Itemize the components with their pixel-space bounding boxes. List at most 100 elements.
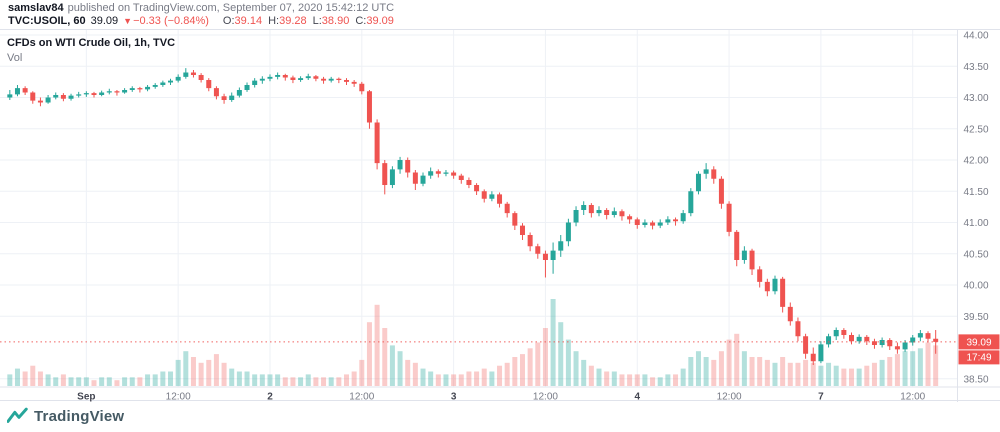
candle-body [795, 321, 801, 337]
price-axis-label: 40.50 [964, 249, 989, 260]
volume-bar [887, 357, 893, 386]
tradingview-wordmark[interactable]: TradingView [34, 407, 125, 425]
volume-bar [91, 380, 97, 386]
volume-bar [879, 359, 885, 386]
volume-bar [734, 333, 740, 386]
time-axis-label: 12:00 [900, 392, 925, 403]
candle-body [198, 75, 204, 80]
symbol-label: TVC:USOIL, 60 [8, 15, 86, 27]
volume-bar [550, 299, 556, 386]
volume-bar [841, 368, 847, 386]
candle-body [550, 250, 556, 260]
candle-body [657, 222, 663, 226]
candlestick-chart[interactable]: 44.00 43.50 43.00 42.50 42.00 41.50 41.00 40.50… [0, 30, 1000, 402]
volume-bar [627, 374, 633, 386]
volume-bar [282, 377, 288, 386]
volume-bar [221, 362, 227, 386]
candle-body [374, 122, 380, 164]
author-name: samslav84 [8, 2, 64, 14]
volume-bar [833, 365, 839, 386]
volume-bar [535, 342, 541, 386]
candle-body [229, 95, 235, 100]
candle-body [519, 225, 525, 235]
candle-body [343, 80, 349, 82]
volume-bar [749, 357, 755, 386]
candle-body [573, 210, 579, 223]
volume-bar [826, 362, 832, 386]
candle-body [45, 97, 51, 103]
candle-body [581, 205, 587, 210]
candle-body [435, 171, 441, 174]
volume-bar [366, 322, 372, 386]
volume-bar [99, 377, 105, 386]
volume-bar [665, 374, 671, 386]
candle-body [76, 94, 82, 96]
candle-body [917, 333, 923, 338]
volume-bar [351, 371, 357, 386]
candle-body [259, 78, 265, 81]
price-axis-label: 43.50 [964, 62, 989, 73]
volume-bar [290, 377, 296, 386]
candle-body [833, 330, 839, 337]
last-price: 39.09 [90, 15, 119, 27]
candle-body [14, 88, 20, 95]
candle-body [405, 160, 411, 173]
chart-title: CFDs on WTI Crude Oil, 1h, TVC [7, 37, 176, 49]
volume-bar [336, 377, 342, 386]
volume-bar [757, 357, 763, 386]
volume-bar [14, 368, 20, 386]
candle-body [841, 330, 847, 335]
volume-bar [129, 377, 135, 386]
open-value: 39.14 [234, 15, 263, 27]
chart-pane[interactable]: CFDs on WTI Crude Oil, 1h, TVC Vol 44.00… [0, 29, 1000, 402]
time-axis-label: 12:00 [717, 392, 742, 403]
candle-body [30, 92, 36, 101]
volume-bar [565, 339, 571, 386]
volume-bar [190, 357, 196, 386]
close-value: 39.09 [366, 15, 394, 27]
candle-body [588, 205, 594, 214]
volume-bar [30, 365, 36, 386]
tradingview-logo-icon[interactable] [7, 407, 29, 425]
volume-bar [772, 362, 778, 386]
volume-bar [122, 377, 128, 386]
volume-bar [451, 374, 457, 386]
price-axis-label: 42.00 [964, 156, 989, 167]
candle-body [160, 82, 166, 85]
volume-bar [435, 374, 441, 386]
price-axis-label: 40.00 [964, 281, 989, 292]
candle-body [466, 180, 472, 185]
candle-body [389, 169, 395, 185]
volume-bar [328, 377, 334, 386]
candle-body [83, 93, 89, 95]
candle-body [910, 337, 916, 343]
volume-bar [558, 322, 564, 386]
time-axis-label: 12:00 [349, 392, 374, 403]
candle-body [359, 83, 365, 92]
volume-bar [474, 371, 480, 386]
candle-body [37, 100, 43, 103]
volume-bar [267, 374, 273, 386]
time-axis-label: 3 [451, 392, 457, 403]
candle-body [428, 171, 434, 176]
volume-bar [45, 374, 51, 386]
candles [7, 68, 939, 365]
candle-body [91, 93, 97, 95]
volume-bar [542, 328, 548, 386]
time-axis[interactable]: Sep 12:00 2 12:00 3 12:00 4 12:00 7 12:00 [77, 392, 925, 403]
candle-body [397, 160, 403, 170]
candle-body [810, 353, 816, 362]
price-axis[interactable]: 44.00 43.50 43.00 42.50 42.00 41.50 41.00 40.50… [964, 31, 989, 386]
volume-bar [389, 345, 395, 386]
time-axis-label: 12:00 [166, 392, 191, 403]
volume-bar [275, 374, 281, 386]
candle-body [175, 76, 181, 81]
candle-body [497, 194, 503, 204]
volume-bar [175, 359, 181, 386]
candle-body [604, 210, 610, 215]
candle-body [879, 340, 885, 345]
volume-bar [512, 357, 518, 386]
volume-bar [152, 374, 158, 386]
volume-bar [588, 365, 594, 386]
volume-bar [343, 374, 349, 386]
